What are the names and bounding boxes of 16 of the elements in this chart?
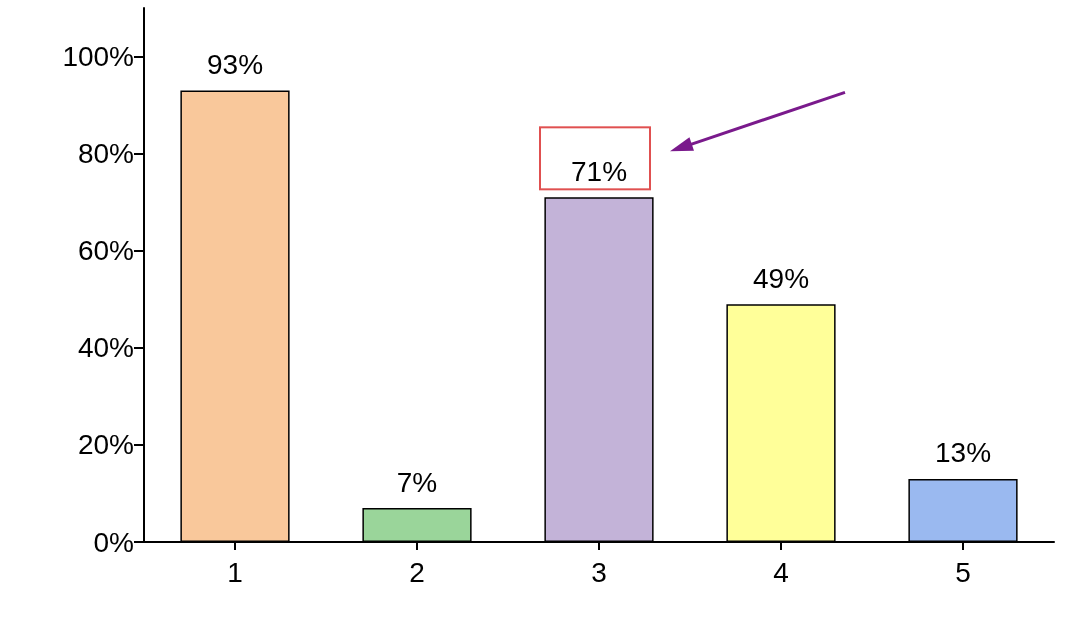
data-label: 71% bbox=[570, 155, 628, 187]
data-label: 93% bbox=[206, 49, 264, 81]
y-tick-label: 40% bbox=[77, 332, 134, 364]
y-tick-label: 80% bbox=[77, 138, 134, 170]
x-tick-label: 2 bbox=[409, 556, 425, 588]
x-tick-label: 1 bbox=[227, 556, 243, 588]
data-label: 7% bbox=[396, 466, 438, 498]
y-tick-label: 100% bbox=[62, 41, 134, 73]
y-tick-label: 20% bbox=[77, 429, 134, 461]
x-tick-label: 3 bbox=[591, 556, 607, 588]
data-label: 13% bbox=[934, 437, 992, 469]
data-label: 49% bbox=[752, 262, 810, 294]
y-tick-label: 0% bbox=[93, 526, 134, 558]
x-tick-label: 4 bbox=[773, 556, 789, 588]
y-tick-label: 60% bbox=[77, 235, 134, 267]
x-tick-label: 5 bbox=[955, 556, 971, 588]
